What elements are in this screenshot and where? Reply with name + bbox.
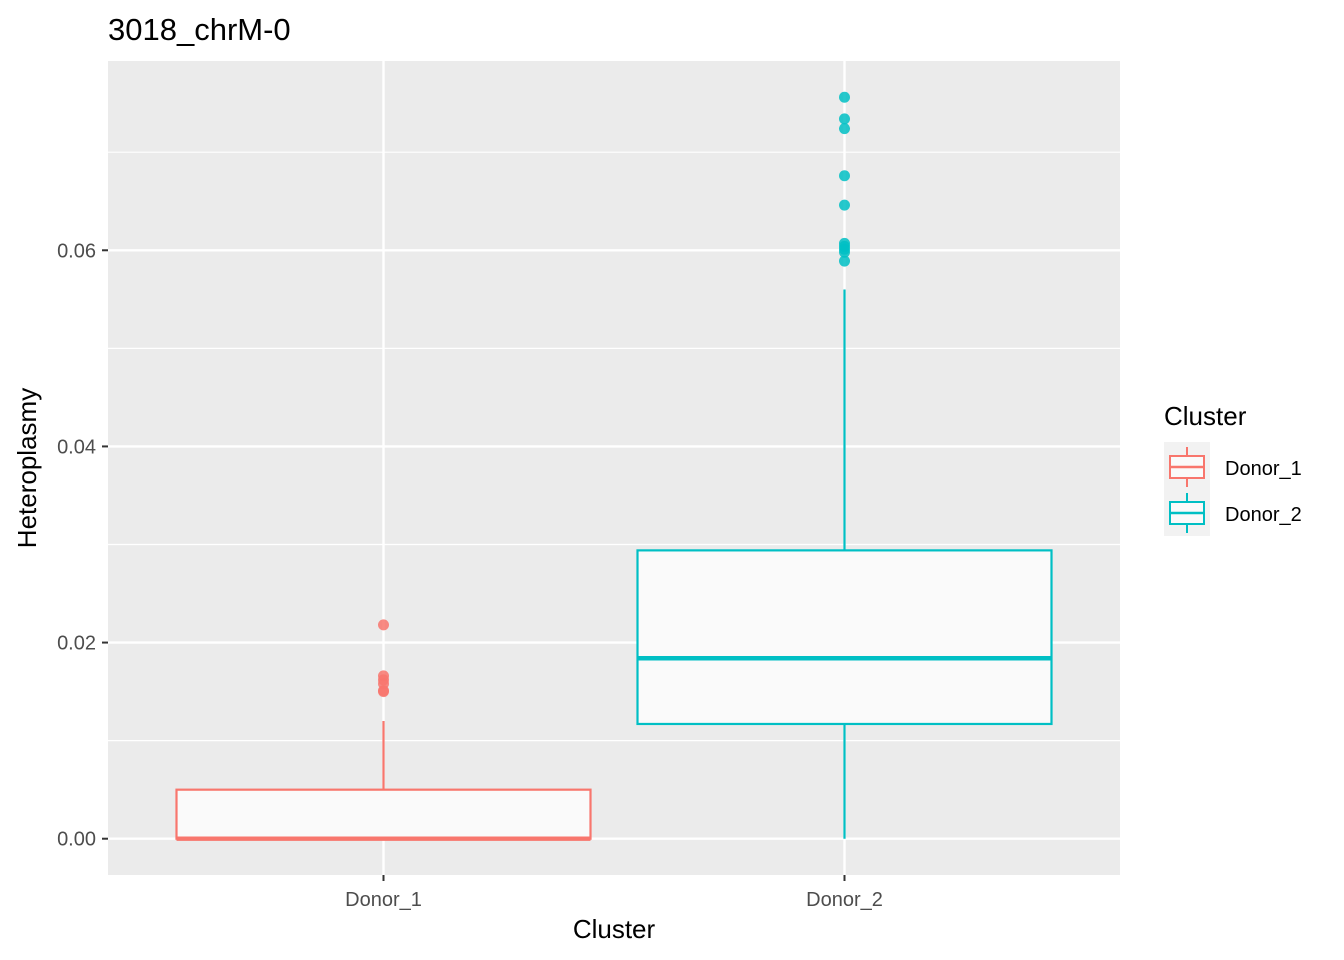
legend-label: Donor_2 (1225, 504, 1302, 526)
legend-key-donor_1: Donor_1 (1169, 447, 1302, 487)
box-iqr (636, 549, 1053, 726)
x-axis-title: Cluster (573, 914, 656, 944)
chart-title: 3018_chrM-0 (108, 12, 291, 47)
y-tick-label: 0.04 (57, 436, 96, 458)
legend-key-donor_2: Donor_2 (1169, 493, 1302, 533)
minor-gridlines (108, 151, 1120, 742)
legend-label: Donor_1 (1225, 458, 1302, 480)
outlier-point (839, 113, 850, 125)
plot-panel (108, 61, 1120, 875)
box-donor_1 (175, 619, 592, 841)
box-donor_2 (636, 91, 1053, 839)
outlier-point (839, 91, 850, 103)
legend: Cluster Donor_1 Donor_2 (1164, 401, 1302, 536)
outlier-point (378, 619, 389, 631)
outlier-point (378, 686, 389, 698)
legend-title: Cluster (1164, 401, 1247, 431)
outlier-point (839, 255, 850, 267)
y-tick-label: 0.00 (57, 829, 96, 851)
y-axis: 0.00 0.02 0.04 0.06 (57, 240, 108, 851)
x-tick-label: Donor_2 (806, 889, 883, 911)
x-tick-label: Donor_1 (345, 889, 422, 911)
outlier-point (839, 123, 850, 135)
outlier-point (839, 246, 850, 258)
box-iqr (175, 788, 592, 840)
y-tick-label: 0.02 (57, 633, 96, 655)
y-tick-label: 0.06 (57, 240, 96, 262)
outlier-point (839, 199, 850, 211)
boxes (175, 91, 1053, 841)
outlier-point (839, 170, 850, 182)
y-axis-title: Heteroplasmy (12, 388, 42, 548)
x-axis: Donor_1 Donor_2 (345, 875, 883, 911)
